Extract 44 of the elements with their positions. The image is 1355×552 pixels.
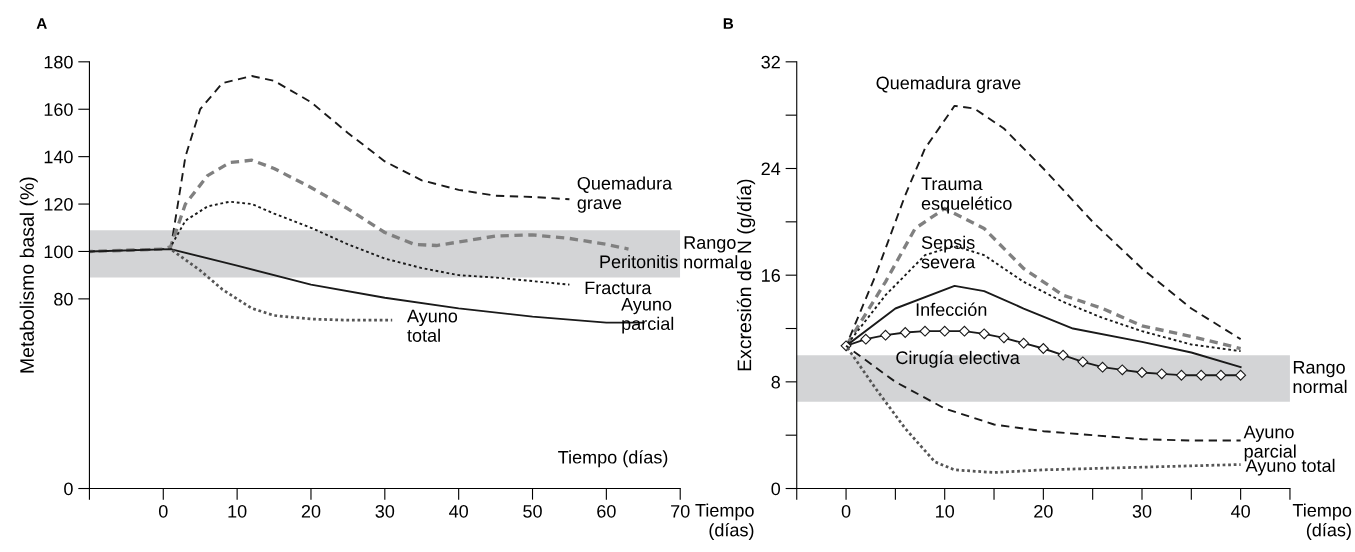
y-tick-label: 80 [54,292,73,306]
series-label: Infección [916,302,987,317]
x-tick-label: 50 [523,504,542,518]
y-axis-title: Metabolismo basal (%) [19,177,38,373]
band-label: Rango normal [684,236,738,269]
y-tick-label: 0 [64,482,73,496]
y-tick-label: 100 [44,245,73,259]
series-label: Sepsis severa [921,235,976,269]
chart-title: A [36,18,47,29]
x-tick-label: 0 [158,504,168,518]
x-tick-label: 20 [301,504,321,518]
x-axis-title: Tiempo (días) [1292,503,1352,540]
y-axis-title: Excresión de N (g/día) [736,179,756,371]
series-label: Ayuno parcial [621,297,674,334]
series-label: Fractura [585,281,652,295]
x-tick-label: 20 [1034,504,1053,518]
band-label: Rango normal [1293,361,1347,394]
series-label: Ayuno total [407,309,458,342]
series-label: Trauma esquelético [921,177,1012,214]
y-tick-label: 24 [761,162,781,176]
x-tick-label: 70 [671,504,690,518]
series-label: Cirugía electiva [896,350,1020,368]
x-tick-label: 30 [1132,504,1152,518]
y-tick-label: 140 [44,150,73,164]
annotation: Tiempo (días) [558,450,668,468]
chart-title: B [723,18,734,29]
x-tick-label: 0 [841,504,851,518]
y-tick-label: 32 [761,55,780,69]
series-label: Quemadura grave [577,176,673,213]
y-tick-label: 16 [762,269,780,282]
x-tick-label: 10 [228,504,247,518]
y-tick-label: 8 [771,375,780,389]
y-tick-label: 180 [44,55,73,69]
x-tick-label: 40 [1231,504,1250,518]
y-tick-label: 0 [771,482,781,496]
y-tick-label: 160 [44,103,73,116]
y-tick-label: 120 [44,197,73,211]
series-label: Peritonitis [600,254,678,269]
x-axis-title: Tiempo (días) [695,503,754,540]
x-tick-label: 60 [597,504,616,518]
x-tick-label: 10 [936,504,955,518]
x-tick-label: 30 [375,504,395,518]
x-tick-label: 40 [449,504,468,518]
series-label: Quemadura grave [876,76,1021,93]
